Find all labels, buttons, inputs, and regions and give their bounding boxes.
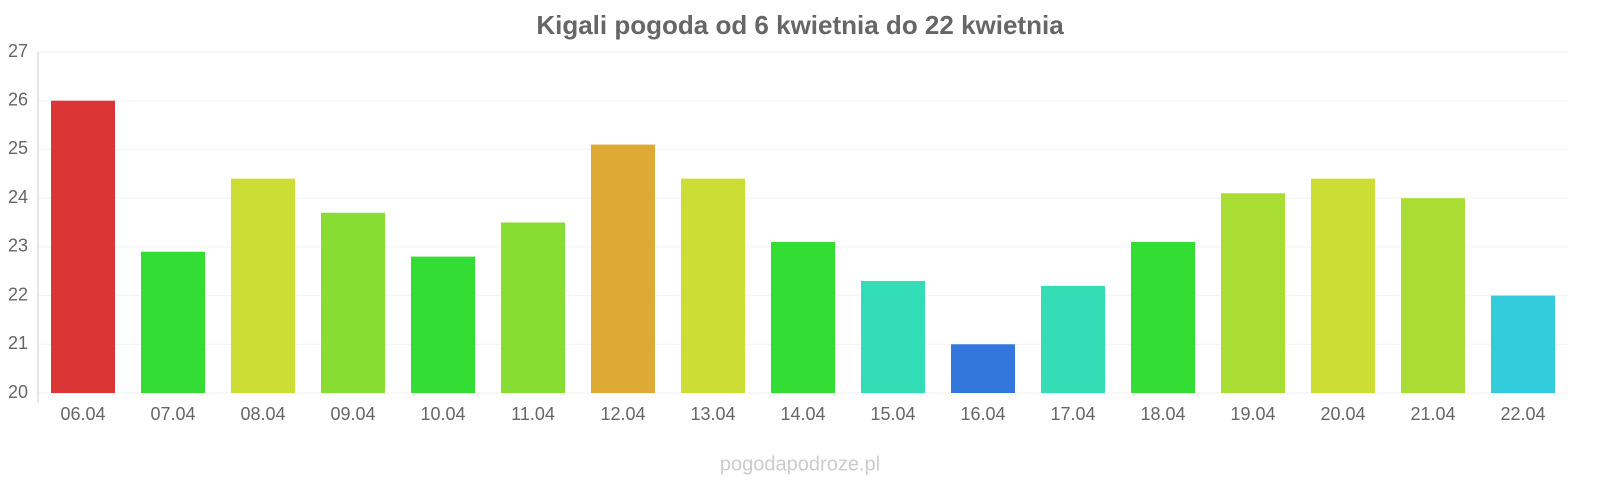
y-tick-label: 21 (8, 333, 28, 353)
x-tick-label: 10.04 (420, 404, 465, 424)
y-tick-label: 22 (8, 284, 28, 304)
x-tick-label: 22.04 (1500, 404, 1545, 424)
chart-title: Kigali pogoda od 6 kwietnia do 22 kwietn… (536, 10, 1064, 40)
bar (411, 256, 475, 393)
bar (591, 144, 655, 393)
x-tick-label: 07.04 (150, 404, 195, 424)
x-tick-label: 20.04 (1320, 404, 1365, 424)
bar (231, 178, 295, 393)
bar (501, 222, 565, 393)
bar (1311, 178, 1375, 393)
x-tick-label: 21.04 (1410, 404, 1455, 424)
bar (51, 100, 115, 393)
y-tick-label: 23 (8, 236, 28, 256)
x-tick-label: 14.04 (780, 404, 825, 424)
x-tick-label: 17.04 (1050, 404, 1095, 424)
x-tick-label: 13.04 (690, 404, 735, 424)
x-tick-label: 18.04 (1140, 404, 1185, 424)
bar (1131, 241, 1195, 393)
source-watermark: pogodapodroze.pl (720, 453, 880, 475)
y-tick-label: 24 (8, 187, 28, 207)
y-tick-label: 27 (8, 41, 28, 61)
bar (1491, 295, 1555, 393)
bar (681, 178, 745, 393)
bar (951, 344, 1015, 393)
bar (771, 241, 835, 393)
y-tick-label: 25 (8, 138, 28, 158)
x-tick-label: 12.04 (600, 404, 645, 424)
bar (1221, 193, 1285, 393)
x-tick-label: 06.04 (60, 404, 105, 424)
y-tick-label: 20 (8, 382, 28, 402)
bar (141, 251, 205, 393)
bar (1041, 285, 1105, 393)
x-tick-label: 16.04 (960, 404, 1005, 424)
x-tick-label: 11.04 (511, 404, 555, 424)
y-tick-label: 26 (8, 89, 28, 109)
bar (321, 212, 385, 393)
bar (1401, 198, 1465, 393)
bar (861, 280, 925, 393)
x-tick-label: 08.04 (240, 404, 285, 424)
x-tick-label: 09.04 (330, 404, 375, 424)
x-tick-label: 15.04 (870, 404, 915, 424)
x-tick-label: 19.04 (1230, 404, 1275, 424)
